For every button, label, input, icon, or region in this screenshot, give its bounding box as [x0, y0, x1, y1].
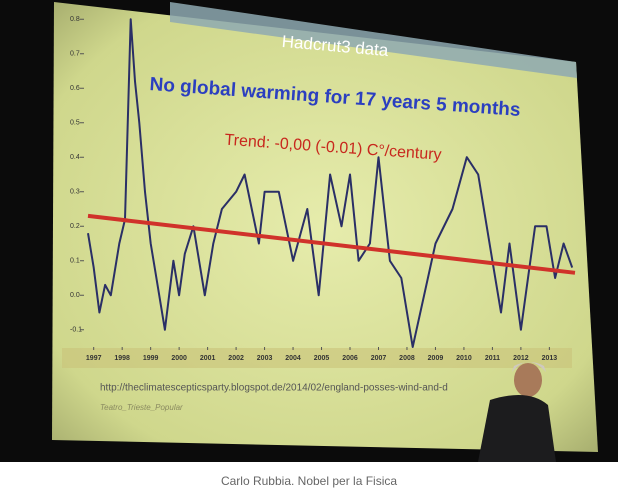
x-tick-label: 2002: [228, 355, 244, 362]
y-tick-label: -0.1: [70, 327, 82, 334]
y-tick-label: 0.6: [70, 85, 80, 92]
photo: Hadcrut3 data No global warming for 17 y…: [0, 0, 618, 462]
x-tick-label: 2004: [285, 355, 301, 362]
x-tick-label: 2008: [399, 355, 415, 362]
x-tick-label: 2005: [314, 355, 330, 362]
source-url: http://theclimatescepticsparty.blogspot.…: [100, 383, 448, 394]
data-line: [87, 18, 574, 348]
y-tick-label: 0.0: [70, 292, 80, 299]
y-tick-label: 0.3: [70, 189, 80, 196]
x-tick-label: 2000: [171, 355, 187, 362]
presenter: [478, 362, 556, 462]
y-tick-label: 0.7: [70, 51, 80, 58]
trend-line: [87, 213, 576, 275]
y-tick-label: 0.2: [70, 223, 80, 230]
x-tick-label: 2009: [428, 355, 444, 362]
x-tick-label: 1999: [143, 355, 159, 362]
caption: Carlo Rubbia. Nobel per la Fisica: [220, 474, 398, 488]
y-tick-label: 0.1: [70, 258, 80, 265]
hair: [512, 362, 546, 372]
chart: 0.8 0.7 0.6 0.5 0.4 0.3 0.2 0.1 0.0 -0.1 1997 1998 1…: [70, 16, 576, 362]
body: [478, 395, 556, 462]
watermark: Teatro_Trieste_Popular: [100, 403, 183, 412]
title-bar: [170, 2, 577, 78]
x-tick-label: 1997: [86, 355, 102, 362]
x-tick-label: 2010: [456, 355, 472, 362]
y-tick-label: 0.4: [70, 154, 80, 161]
x-tick-label: 2001: [200, 355, 216, 362]
x-tick-label: 2011: [485, 355, 500, 362]
x-tick-label: 2006: [342, 355, 358, 362]
head: [514, 363, 542, 397]
x-tick-label: 2012: [513, 355, 529, 362]
x-tick-label: 1998: [114, 355, 130, 362]
y-tick-label: 0.8: [70, 16, 80, 23]
x-tick-label: 2003: [257, 355, 273, 362]
y-tick-label: 0.5: [70, 120, 80, 127]
x-tick-label: 2007: [371, 355, 387, 362]
x-axis-band: [62, 348, 572, 368]
x-tick-label: 2013: [542, 355, 558, 362]
